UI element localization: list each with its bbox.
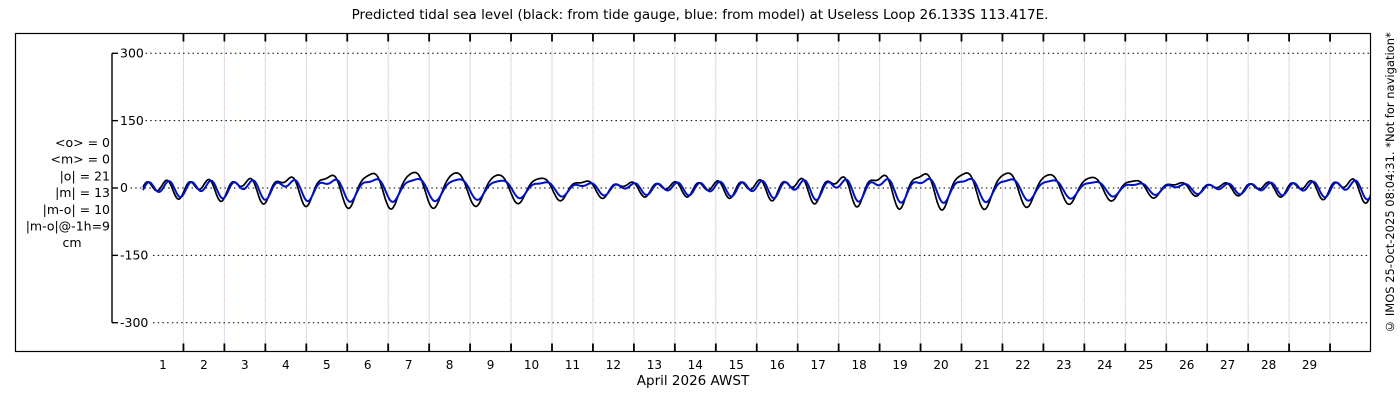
- day-label: 19: [892, 358, 907, 372]
- day-label: 22: [1015, 358, 1030, 372]
- stats-line: <m> = 0: [51, 152, 111, 167]
- day-label: 20: [933, 358, 948, 372]
- day-label: 14: [688, 358, 703, 372]
- x-axis-label: April 2026 AWST: [636, 373, 750, 389]
- day-label: 18: [851, 358, 866, 372]
- day-label: 25: [1138, 358, 1153, 372]
- day-label: 29: [1302, 358, 1317, 372]
- day-label: 13: [647, 358, 662, 372]
- y-tick-label: 150: [120, 113, 144, 128]
- x-axis-day-labels: 1 2 3 4 5 6 7 8 9 10 11 12 13 14 15 16 17 18 19 20 21 22 23 24 2…: [159, 358, 1317, 372]
- day-label: 10: [524, 358, 539, 372]
- stats-line: |m-o| = 10: [43, 202, 110, 217]
- day-label: 24: [1097, 358, 1112, 372]
- plot-title: Predicted tidal sea level (black: from t…: [351, 7, 1049, 23]
- day-label: 11: [565, 358, 580, 372]
- day-label: 5: [323, 358, 331, 372]
- y-tick-label: 0: [120, 180, 128, 195]
- y-tick-label: -150: [120, 248, 148, 263]
- day-tick-marks: [182, 33, 1331, 352]
- day-label: 16: [770, 358, 785, 372]
- y-axis-tick-labels: 300 150 0 -150 -300: [112, 46, 148, 330]
- day-label: 3: [241, 358, 249, 372]
- stats-line: |o| = 21: [60, 168, 110, 183]
- stats-line: cm: [62, 235, 81, 250]
- day-label: 28: [1261, 358, 1276, 372]
- vertical-day-gridlines: [182, 34, 1331, 351]
- y-tick-label: 300: [120, 46, 144, 61]
- day-label: 17: [811, 358, 826, 372]
- stats-annotation: <o> = 0 <m> = 0|o| = 21 |m| = 13 |m-o| = 10…: [26, 135, 110, 250]
- day-label: 26: [1179, 358, 1194, 372]
- day-label: 21: [974, 358, 989, 372]
- day-label: 23: [1056, 358, 1071, 372]
- day-label: 15: [729, 358, 744, 372]
- day-label: 6: [364, 358, 372, 372]
- curve-model: [142, 177, 1370, 204]
- day-label: 27: [1220, 358, 1235, 372]
- stats-line: <o> = 0: [55, 135, 110, 150]
- stats-line: |m| = 13: [55, 185, 110, 200]
- plot-frame: [14, 32, 1372, 353]
- watermark-text: © IMOS 25-Oct-2025 08:04:31. *Not for na…: [1383, 32, 1397, 334]
- day-label: 2: [200, 358, 208, 372]
- day-label: 9: [487, 358, 495, 372]
- day-label: 1: [159, 358, 167, 372]
- tide-curves: [142, 171, 1370, 211]
- day-label: 12: [606, 358, 621, 372]
- day-label: 4: [282, 358, 290, 372]
- horizontal-gridlines: [130, 52, 1370, 324]
- day-label: 8: [446, 358, 454, 372]
- y-tick-label: -300: [120, 315, 148, 330]
- stats-line: |m-o|@-1h=9: [26, 219, 110, 234]
- day-label: 7: [405, 358, 413, 372]
